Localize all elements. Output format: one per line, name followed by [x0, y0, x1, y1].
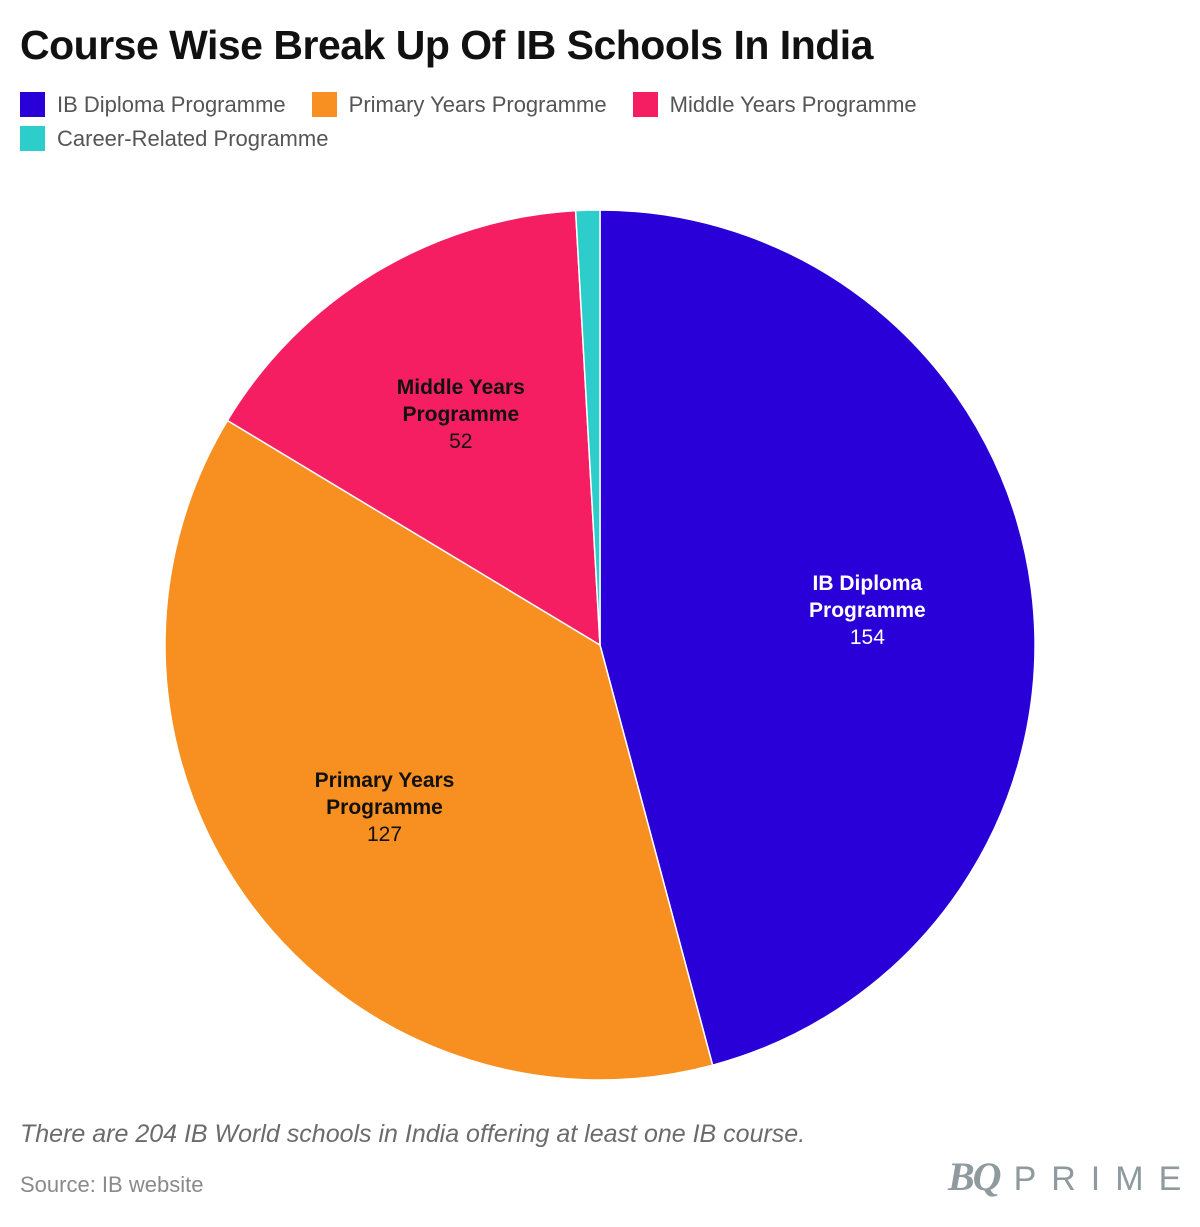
chart-note: There are 204 IB World schools in India …: [20, 1120, 806, 1148]
legend-item-primary-years: Primary Years Programme: [311, 91, 607, 117]
brand-logo-bq: BQ: [948, 1154, 1002, 1199]
legend-item-ib-diploma: IB Diploma Programme: [20, 92, 286, 117]
legend-label-ib-diploma: IB Diploma Programme: [57, 91, 286, 117]
pie-label-primary-years-programme: Primary Years Programme 127: [315, 769, 455, 846]
pie-value-primary-years-programme: 127: [367, 823, 402, 846]
pie-value-middle-years-programme: 52: [449, 430, 472, 453]
pie-label-ib-diploma-programme: IB Diploma Programme 154: [809, 572, 926, 649]
pie-slice-ib-diploma-programme: [599, 209, 1036, 1067]
legend-swatch-primary-years: [311, 92, 337, 117]
pie-slice-career-related-programme: [574, 209, 601, 646]
brand-logo: BQ PRIME: [948, 1153, 1196, 1200]
pie-label-middle-years-programme: Middle Years Programme 52: [397, 376, 525, 453]
legend: IB Diploma Programme Primary Years Progr…: [20, 92, 1020, 151]
chart-title: Course Wise Break Up Of IB Schools In In…: [20, 22, 873, 68]
pie-slice-middle-years-programme: [226, 209, 601, 647]
legend-item-career-related: Career-Related Programme: [20, 126, 328, 151]
legend-swatch-ib-diploma: [20, 92, 45, 117]
legend-swatch-career-related: [20, 126, 45, 151]
legend-label-primary-years: Primary Years Programme: [348, 91, 607, 117]
legend-item-middle-years: Middle Years Programme: [632, 91, 917, 117]
pie-value-ib-diploma-programme: 154: [850, 626, 885, 649]
legend-swatch-middle-years: [632, 92, 658, 117]
source-credit: Source: IB website: [20, 1172, 204, 1197]
legend-label-middle-years: Middle Years Programme: [669, 91, 917, 117]
brand-logo-prime: PRIME: [1013, 1160, 1197, 1198]
legend-label-career-related: Career-Related Programme: [57, 125, 329, 151]
pie-slice-primary-years-programme: [164, 419, 714, 1081]
